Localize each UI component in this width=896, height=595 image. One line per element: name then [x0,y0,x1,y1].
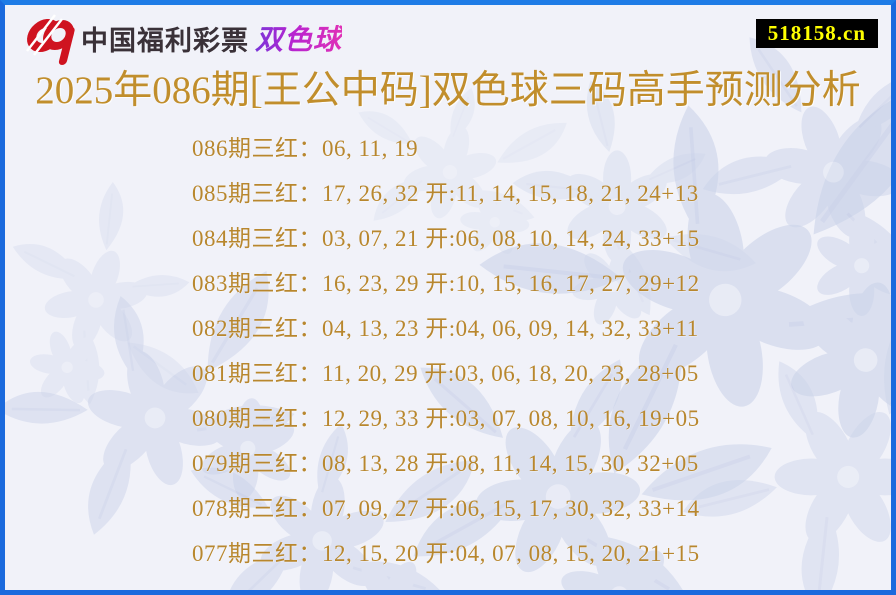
prediction-row: 083期三红：16, 23, 29 开:10, 15, 16, 17, 27, … [192,271,700,296]
prediction-row: 085期三红：17, 26, 32 开:11, 14, 15, 18, 21, … [192,181,699,206]
prediction-row: 082期三红：04, 13, 23 开:04, 06, 09, 14, 32, … [192,316,699,341]
site-url: 518158.cn [767,21,866,45]
logo: 中国福利彩票 双色球 [19,9,342,67]
page-title: 2025年086期[王公中码]双色球三码高手预测分析 [35,69,861,112]
prediction-row: 084期三红：03, 07, 21 开:06, 08, 10, 14, 24, … [192,226,700,251]
site-badge[interactable]: 518158.cn [755,19,878,48]
prediction-row: 080期三红：12, 29, 33 开:03, 07, 08, 10, 16, … [192,406,700,431]
brand-name: 中国福利彩票 [81,25,249,56]
prediction-row: 077期三红：12, 15, 20 开:04, 07, 08, 15, 20, … [192,541,700,566]
prediction-row: 079期三红：08, 13, 28 开:08, 11, 14, 15, 30, … [192,451,699,476]
prediction-row: 078期三红：07, 09, 27 开:06, 15, 17, 30, 32, … [192,496,700,521]
prediction-row: 086期三红：06, 11, 19 [192,136,419,161]
prediction-list: 086期三红：06, 11, 19 085期三红：17, 26, 32 开:11,… [192,126,881,576]
header: 中国福利彩票 双色球 518158.cn [5,5,891,65]
brand-product-name: 双色球 [255,18,342,58]
prediction-row: 081期三红：11, 20, 29 开:03, 06, 18, 20, 23, … [192,361,699,386]
china-welfare-lottery-logo-icon [26,14,75,65]
